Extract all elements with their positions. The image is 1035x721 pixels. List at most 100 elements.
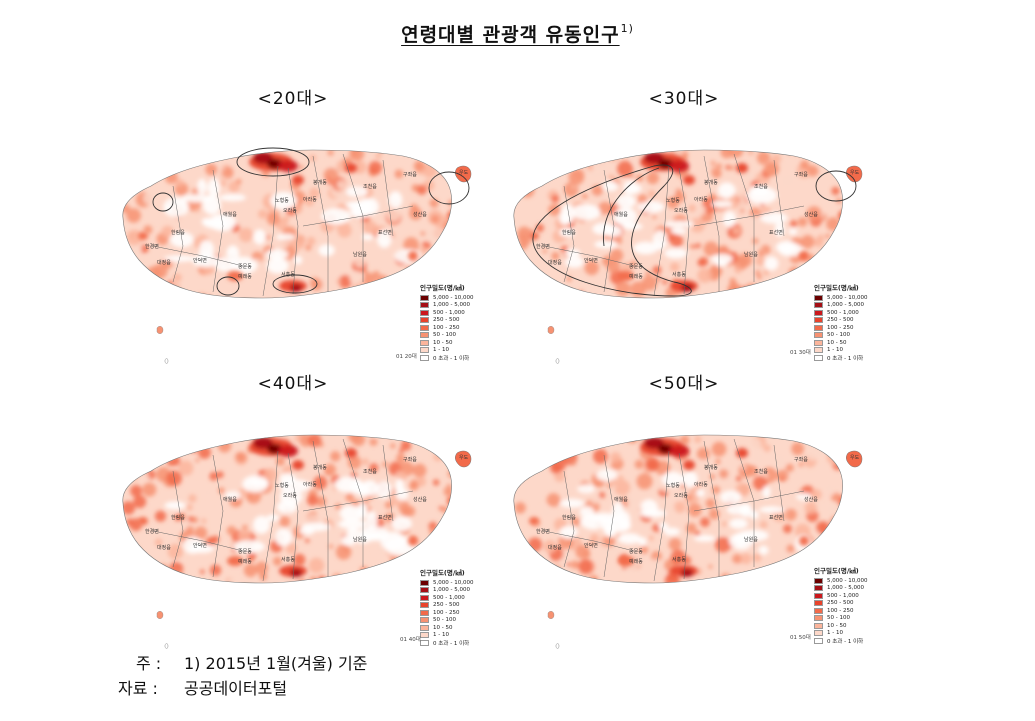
- legend-swatch: [420, 594, 429, 601]
- density-layer: [122, 435, 459, 583]
- map-panel-40s: <40대> 구좌읍 조천읍 봉개동 아라동 노형동 오라동 애월읍 한림읍 한경면 대정읍 안덕면 중…: [113, 369, 613, 659]
- legend-label: 1 - 10: [827, 630, 843, 637]
- legend-label: 0 초과 - 1 이하: [827, 355, 864, 362]
- panel-label: <40대>: [257, 374, 329, 394]
- region-label: 안덕면: [193, 542, 207, 549]
- region-label: 서홍동: [281, 271, 295, 278]
- panel-code: 01 30대: [790, 350, 811, 356]
- region-label: 조천읍: [754, 468, 768, 475]
- legend-label: 1 - 10: [433, 632, 449, 639]
- region-label: 예래동: [238, 558, 252, 565]
- coastline: [122, 434, 452, 584]
- legend-row: 250 - 500: [814, 600, 867, 608]
- region-label: 아라동: [303, 196, 317, 203]
- region-label: 봉개동: [313, 179, 327, 186]
- legend-swatch: [420, 332, 429, 339]
- legend-label: 1,000 - 5,000: [433, 302, 470, 309]
- panel-label: <30대>: [648, 89, 720, 109]
- region-label: 한림읍: [171, 514, 185, 521]
- legend-swatch: [420, 579, 429, 586]
- region-label: 예래동: [629, 558, 643, 565]
- legend-title: 인구밀도(명/㎢): [420, 569, 465, 577]
- region-label: 표선면: [769, 514, 783, 521]
- notes: 주 : 1) 2015년 1월(겨울) 기준 자료 : 공공데이터포털: [118, 651, 367, 701]
- legend-label: 50 - 100: [433, 332, 456, 339]
- legend-label: 50 - 100: [827, 332, 850, 339]
- region-label: 한경면: [145, 243, 159, 250]
- legend-label: 100 - 250: [433, 609, 460, 616]
- legend-row: 50 - 100: [814, 332, 867, 340]
- region-label: 애월읍: [614, 211, 628, 218]
- region-label: 노형동: [666, 197, 680, 204]
- legend-row: 1 - 10: [814, 630, 867, 638]
- note-text: 1) 2015년 1월(겨울) 기준: [184, 654, 368, 673]
- region-label: 한림읍: [171, 229, 185, 236]
- legend-label: 1,000 - 5,000: [433, 587, 470, 594]
- region-label: 노형동: [666, 482, 680, 489]
- legend-label: 100 - 250: [827, 324, 854, 331]
- legend-swatch: [814, 637, 823, 644]
- legend-row: 500 - 1,000: [420, 594, 473, 602]
- legend-label: 10 - 50: [433, 339, 453, 346]
- region-label: 한경면: [536, 243, 550, 250]
- legend-label: 5,000 - 10,000: [433, 294, 474, 301]
- legend-label: 10 - 50: [433, 624, 453, 631]
- udo-island: [846, 451, 862, 467]
- region-label: 아라동: [303, 481, 317, 488]
- legend-swatch: [420, 309, 429, 316]
- legend-label: 500 - 1,000: [827, 592, 859, 599]
- region-label: 애월읍: [223, 496, 237, 503]
- region-label: 오라동: [674, 492, 688, 499]
- legend-swatch: [420, 609, 429, 616]
- legend-title: 인구밀도(명/㎢): [814, 284, 859, 292]
- legend-swatch: [420, 587, 429, 594]
- legend-row: 5,000 - 10,000: [814, 577, 867, 585]
- legend-swatch: [420, 294, 429, 301]
- region-label: 중문동: [238, 264, 252, 270]
- island-map: 구좌읍 조천읍 봉개동 아라동 노형동 오라동 애월읍 한림읍 한경면 대정읍 안덕면 중문동 예래동 서…: [113, 391, 613, 659]
- admin-boundaries: [543, 438, 805, 582]
- legend-swatch: [814, 317, 823, 324]
- region-label: 대정읍: [157, 259, 171, 266]
- region-label: 안덕면: [584, 257, 598, 264]
- region-label: 애월읍: [614, 496, 628, 503]
- legend-row: 50 - 100: [420, 332, 473, 340]
- legend-row: 5,000 - 10,000: [814, 294, 867, 302]
- region-label: 대정읍: [157, 544, 171, 551]
- region-label: 오라동: [674, 207, 688, 214]
- legend-label: 100 - 250: [433, 324, 460, 331]
- legend-label: 1,000 - 5,000: [827, 302, 864, 309]
- panel-code: 01 50대: [790, 635, 811, 641]
- region-label: 서홍동: [672, 556, 686, 563]
- island-map: 구좌읍 조천읍 봉개동 아라동 노형동 오라동 애월읍 한림읍 한경면 대정읍 안덕면 중문동 예래동 서…: [504, 106, 1004, 374]
- region-label: 아라동: [694, 481, 708, 488]
- density-legend: 인구밀도(명/㎢) 5,000 - 10,000 1,000 - 5,000 500 …: [814, 565, 867, 645]
- region-label: 오라동: [283, 207, 297, 214]
- region-label: 봉개동: [704, 179, 718, 186]
- legend-row: 500 - 1,000: [420, 309, 473, 317]
- legend-row: 0 초과 - 1 이하: [814, 637, 867, 645]
- legend-label: 500 - 1,000: [433, 594, 465, 601]
- map-panel-20s: <20대> 구좌읍 조천읍 봉개동 아라동 노형동 오라동 애월읍 한림읍 한경면 대정읍 안덕면 중…: [113, 84, 613, 374]
- region-label: 안덕면: [193, 257, 207, 264]
- note-key: 주 :: [136, 654, 162, 673]
- map-panel-30s: <30대> 구좌읍 조천읍 봉개동 아라동 노형동 오라동 애월읍 한림읍 한경면 대정읍 안덕면 중…: [504, 84, 1004, 374]
- marado-islet: [156, 611, 164, 619]
- legend-swatch: [814, 630, 823, 637]
- legend-row: 1 - 10: [420, 347, 473, 355]
- title-footnote: 1): [620, 22, 634, 35]
- legend-swatch: [814, 294, 823, 301]
- region-label: 남원읍: [353, 251, 367, 258]
- region-label: 애월읍: [223, 211, 237, 218]
- legend-row: 50 - 100: [420, 617, 473, 625]
- panel-code: 01 20대: [396, 354, 417, 360]
- title-text: 연령대별 관광객 유동인구: [401, 24, 620, 46]
- panel-label: <50대>: [648, 374, 720, 394]
- island-map: 구좌읍 조천읍 봉개동 아라동 노형동 오라동 애월읍 한림읍 한경면 대정읍 안덕면 중문동 예래동 서…: [113, 106, 613, 374]
- source-text: 공공데이터포털: [184, 679, 288, 698]
- region-label: 구좌읍: [794, 171, 808, 178]
- density-legend: 인구밀도(명/㎢) 5,000 - 10,000 1,000 - 5,000 500 …: [814, 282, 867, 362]
